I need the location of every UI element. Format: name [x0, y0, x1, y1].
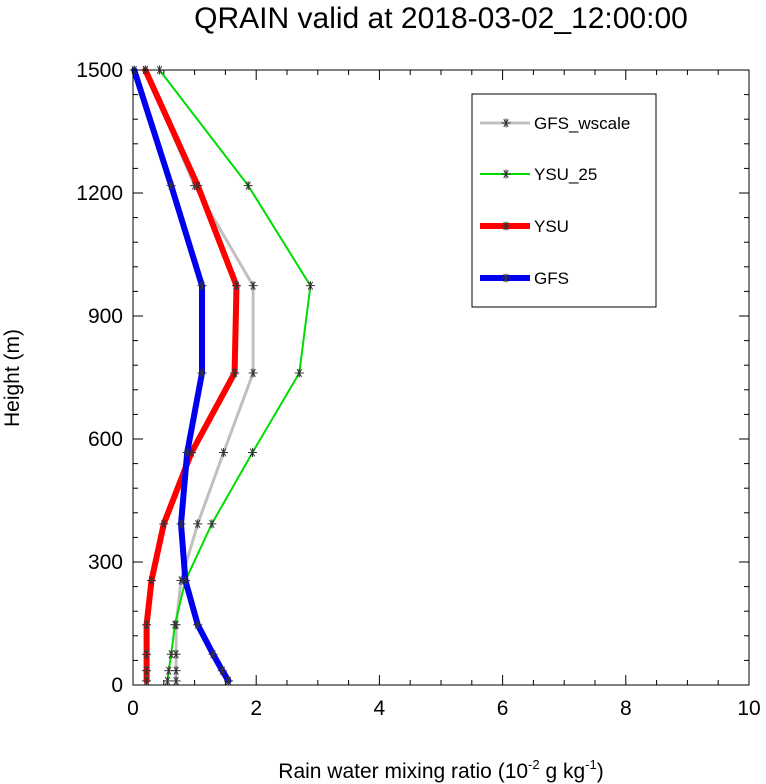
y-tick-label: 1200 [76, 182, 123, 205]
x-tick-label: 2 [250, 697, 262, 720]
x-axis-label-exponent-2: -1 [585, 757, 597, 772]
data-point-marker [162, 676, 172, 686]
data-point-marker [230, 368, 240, 378]
x-tick-label: 10 [737, 697, 760, 720]
data-point-marker [208, 649, 218, 659]
x-axis-label: Rain water mixing ratio (10-2 g kg-1) [278, 757, 603, 783]
data-point-marker [159, 519, 169, 529]
data-point-marker [294, 368, 304, 378]
x-axis-label-prefix: Rain water mixing ratio (10 [278, 760, 528, 783]
data-point-marker [501, 118, 511, 128]
data-point-marker [171, 676, 181, 686]
data-point-marker [243, 181, 253, 191]
data-point-marker [176, 519, 186, 529]
axis-ticks [132, 69, 750, 686]
y-tick-label: 900 [88, 305, 123, 328]
data-point-marker [197, 281, 207, 291]
legend-item-gfs: GFS [480, 269, 569, 288]
data-point-marker [217, 666, 227, 676]
data-point-marker [182, 448, 192, 458]
plot-frame [132, 69, 750, 686]
data-point-marker [142, 666, 152, 676]
legend: GFS_wscale YSU_25 YSU GFS [471, 93, 657, 308]
legend-label: YSU [534, 217, 569, 236]
data-point-marker [180, 575, 190, 585]
x-axis-label-exponent-1: -2 [528, 757, 540, 772]
data-point-marker [197, 368, 207, 378]
tick-labels: 0 2 4 6 8 10 0 300 600 900 1200 1500 [76, 59, 760, 720]
data-point-marker [193, 181, 203, 191]
x-axis-label-middle: g kg [540, 760, 586, 783]
data-point-marker [166, 649, 176, 659]
data-point-marker [146, 575, 156, 585]
x-tick-label: 6 [497, 697, 509, 720]
legend-item-gfs-wscale: GFS_wscale [480, 114, 630, 133]
data-point-marker [305, 281, 315, 291]
series-gfs [129, 65, 233, 686]
legend-box [471, 93, 657, 308]
data-point-marker [219, 448, 229, 458]
y-axis-label: Height (m) [1, 329, 24, 427]
data-point-marker [193, 620, 203, 630]
data-point-marker [164, 666, 174, 676]
x-tick-label: 0 [127, 697, 139, 720]
legend-item-ysu-25: YSU_25 [480, 165, 597, 184]
legend-label: GFS [534, 269, 569, 288]
legend-label: YSU_25 [534, 165, 597, 184]
y-tick-label: 0 [111, 674, 123, 697]
data-point-marker [231, 281, 241, 291]
legend-label: GFS_wscale [534, 114, 630, 133]
x-axis-label-suffix: ) [597, 760, 604, 783]
data-point-marker [193, 519, 203, 529]
x-tick-label: 4 [374, 697, 386, 720]
data-point-marker [248, 368, 258, 378]
y-tick-label: 1500 [76, 59, 123, 82]
x-tick-label: 8 [620, 697, 632, 720]
data-point-marker [142, 620, 152, 630]
data-point-marker [501, 273, 511, 283]
series-layer [129, 65, 315, 686]
series-ysu-25 [154, 65, 315, 686]
data-point-marker [501, 169, 511, 179]
y-tick-label: 300 [88, 551, 123, 574]
data-point-marker [248, 281, 258, 291]
data-point-marker [170, 620, 180, 630]
y-tick-label: 600 [88, 428, 123, 451]
series-ysu [140, 65, 241, 686]
legend-item-ysu: YSU [480, 217, 569, 236]
data-point-marker [223, 676, 233, 686]
chart-title: QRAIN valid at 2018-03-02_12:00:00 [194, 2, 688, 35]
data-point-marker [142, 649, 152, 659]
data-point-marker [207, 519, 217, 529]
data-point-marker [501, 221, 511, 231]
data-point-marker [248, 448, 258, 458]
data-point-marker [142, 676, 152, 686]
data-point-marker [166, 181, 176, 191]
